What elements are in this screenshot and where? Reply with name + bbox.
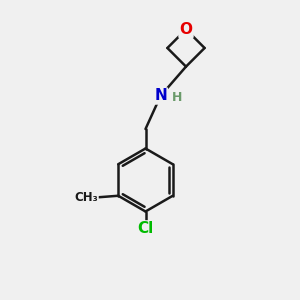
Text: H: H	[172, 91, 182, 104]
Text: Cl: Cl	[137, 221, 154, 236]
Text: CH₃: CH₃	[74, 191, 98, 204]
Text: O: O	[179, 22, 193, 37]
Text: N: N	[154, 88, 167, 104]
